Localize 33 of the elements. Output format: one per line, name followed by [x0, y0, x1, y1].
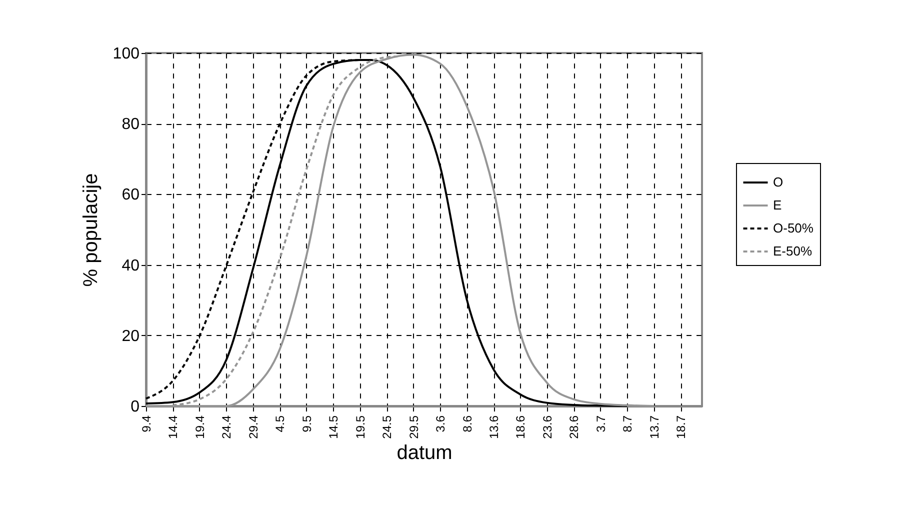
- y-tick-label: 80: [122, 116, 140, 134]
- x-tick-label: 8.7: [620, 415, 635, 432]
- x-tick-label: 9.5: [300, 415, 314, 432]
- x-tick-label: 19.5: [353, 415, 368, 439]
- x-tick-label: 18.6: [514, 415, 528, 439]
- x-tick-label: 24.4: [220, 415, 234, 439]
- x-tick-label: 13.6: [487, 415, 501, 439]
- legend-label: O: [773, 174, 784, 190]
- x-tick-label: 13.7: [647, 415, 662, 439]
- x-tick-label: 4.5: [273, 415, 288, 432]
- y-tick-label: 40: [122, 257, 140, 274]
- x-tick-label: 19.4: [192, 415, 207, 439]
- legend-label: O-50%: [773, 220, 814, 236]
- legend-label: E-50%: [773, 244, 812, 258]
- y-tick-label: 60: [122, 186, 140, 204]
- x-tick-label: 29.5: [406, 415, 421, 439]
- x-tick-label: 28.6: [567, 415, 582, 439]
- x-tick-label: 8.6: [460, 415, 474, 432]
- x-tick-label: 14.4: [166, 415, 180, 439]
- x-tick-label: 3.6: [434, 415, 448, 432]
- x-tick-label: 3.7: [594, 415, 608, 432]
- x-tick-label: 9.4: [140, 415, 154, 432]
- y-tick-label: 100: [112, 46, 140, 62]
- y-axis-title: % populacije: [80, 173, 102, 287]
- x-axis-title: datum: [396, 442, 452, 464]
- x-tick-label: 18.7: [674, 415, 688, 439]
- y-tick-label: 20: [122, 328, 140, 345]
- y-tick-label: 0: [130, 398, 140, 416]
- x-tick-label: 24.5: [380, 415, 394, 439]
- x-tick-label: 14.5: [326, 415, 341, 439]
- x-tick-label: 29.4: [246, 415, 260, 439]
- x-tick-label: 23.6: [540, 415, 554, 439]
- legend-label: E: [773, 198, 782, 212]
